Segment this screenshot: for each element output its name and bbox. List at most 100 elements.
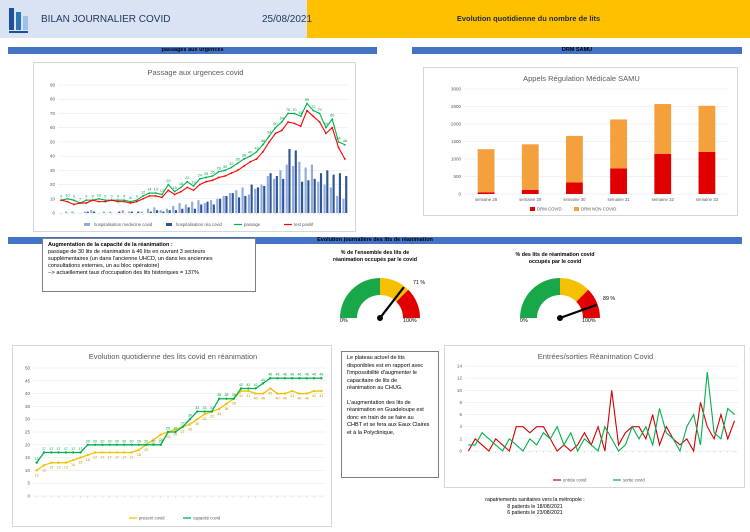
- urgences-point: [331, 126, 334, 129]
- urgences-bar-rea: [225, 195, 228, 213]
- reanimation-point: [86, 453, 89, 457]
- plateau-note-line: donc en train de se faire au: [347, 414, 414, 421]
- urgences-point: [198, 183, 201, 186]
- urgences-data-label: 76: [286, 108, 290, 112]
- urgences-point: [211, 179, 214, 182]
- reanimation-point: [123, 443, 126, 446]
- urgences-line-passage: [61, 102, 346, 204]
- urgences-point: [280, 121, 283, 123]
- urgences-bar-rea: [269, 173, 272, 213]
- repatriation-note: rapatriements sanitaires vers la métropo…: [455, 497, 615, 517]
- reanimation-point: [217, 397, 221, 400]
- urgences-point: [255, 150, 258, 153]
- urgences-data-label: 9: [123, 195, 125, 199]
- reanimation-point: [57, 461, 60, 464]
- urgences-bar-medecine: [65, 211, 68, 213]
- urgences-point: [318, 121, 321, 123]
- reanimation-data-label: 41: [319, 394, 323, 398]
- urgences-point: [161, 193, 163, 196]
- urgences-ytick-label: 30: [50, 168, 56, 173]
- urgences-bar-medecine: [71, 211, 74, 213]
- reanimation-point: [290, 377, 294, 380]
- reanimation-data-label: 14: [71, 463, 75, 467]
- reanimation-data-label: 40: [305, 397, 309, 401]
- reanimation-chart-title: Evolution quotidienne des lits covid en …: [88, 352, 258, 361]
- reanimation-point: [298, 377, 301, 380]
- urgences-data-label: 19: [191, 180, 195, 184]
- urgences-bar-medecine: [228, 193, 232, 213]
- reanimation-ytick-label: 25: [25, 430, 31, 435]
- urgences-data-label: 54: [336, 136, 340, 140]
- samu-bar-covid: [610, 168, 627, 194]
- gauge2-max-label: 100%: [582, 318, 596, 324]
- reanimation-data-label: 38: [232, 402, 236, 406]
- reanimation-data-label: 33: [210, 415, 214, 419]
- gauge1-title-line1: % de l'ensemble des lits de: [340, 250, 410, 256]
- plateau-note-spacer: [347, 393, 433, 400]
- reanimation-legend-label: present covid: [139, 516, 165, 521]
- reanimation-line-present: [36, 387, 322, 471]
- reanimation-point: [203, 410, 206, 413]
- urgences-point: [274, 132, 277, 135]
- urgences-bar-rea: [212, 204, 215, 213]
- reanimation-data-label: 17: [64, 447, 68, 451]
- entrees-chart-title: Entrées/sorties Réanimation Covid: [537, 352, 654, 361]
- urgences-point: [173, 193, 176, 196]
- urgences-point: [129, 200, 132, 203]
- reanimation-point: [305, 377, 308, 380]
- reanimation-point: [79, 451, 82, 454]
- reanimation-data-label: 17: [49, 447, 53, 451]
- samu-chart: 0 500 1000 1500 2000 2500 3000 semaine 28 semain…: [451, 87, 729, 212]
- reanimation-point: [174, 428, 177, 431]
- reanimation-point: [137, 448, 141, 452]
- reanimation-point: [181, 425, 184, 429]
- reanimation-data-label: 17: [93, 455, 97, 459]
- urgences-bar-medecine: [184, 204, 187, 213]
- reanimation-ytick-label: 10: [25, 468, 31, 473]
- reanimation-data-label: 12: [42, 468, 46, 472]
- urgences-point: [217, 176, 220, 179]
- reanimation-point: [188, 418, 192, 421]
- reanimation-data-label: 15: [78, 461, 82, 465]
- urgences-point: [230, 166, 233, 169]
- urgences-data-label: 12: [141, 190, 145, 194]
- urgences-point: [98, 200, 100, 203]
- reanimation-data-label: 41: [239, 394, 243, 398]
- reanimation-data-label: 20: [144, 448, 148, 452]
- reanimation-line-capacite: [36, 377, 322, 464]
- entrees-ytick-label: 4: [459, 424, 462, 429]
- urgences-point: [167, 189, 170, 192]
- header-right-band: [307, 0, 750, 38]
- reanimation-point: [152, 438, 155, 441]
- urgences-point: [116, 200, 119, 203]
- urgences-bar-medecine: [216, 198, 219, 213]
- urgences-point: [312, 109, 315, 112]
- urgences-point: [148, 192, 151, 194]
- urgences-data-label: 48: [343, 139, 347, 143]
- urgences-bar-rea: [237, 197, 241, 213]
- reanimation-data-label: 20: [108, 439, 112, 443]
- entrees-line-sortie: [468, 372, 735, 453]
- urgences-ytick-label: 10: [50, 196, 56, 201]
- urgences-bar-rea: [219, 198, 222, 213]
- samu-bar-non-covid: [654, 104, 672, 154]
- reanimation-data-label: 20: [151, 439, 155, 443]
- samu-ytick-label: 1000: [451, 157, 462, 162]
- urgences-point: [343, 143, 346, 146]
- urgences-bar-rea: [307, 180, 310, 213]
- urgences-point: [192, 185, 195, 187]
- reanimation-panel: Evolution quotidienne des lits covid en …: [12, 345, 332, 527]
- reanimation-point: [64, 461, 68, 464]
- urgences-data-label: 25: [204, 172, 208, 176]
- samu-chart-title: Appels Régulation Médicale SAMU: [523, 74, 640, 83]
- urgences-bar-rea: [256, 187, 260, 213]
- entrees-panel: Entrées/sorties Réanimation Covid 0 2 4 6 8 1…: [444, 345, 745, 488]
- urgences-point: [331, 118, 334, 121]
- urgences-data-label: 29: [217, 166, 221, 170]
- urgences-point: [343, 158, 346, 160]
- reanimation-data-label: 30: [188, 414, 192, 418]
- reanimation-data-label: 17: [108, 455, 112, 459]
- reanimation-point: [217, 407, 221, 411]
- reanimation-point: [196, 410, 199, 413]
- urgences-line-test-positif: [61, 109, 346, 206]
